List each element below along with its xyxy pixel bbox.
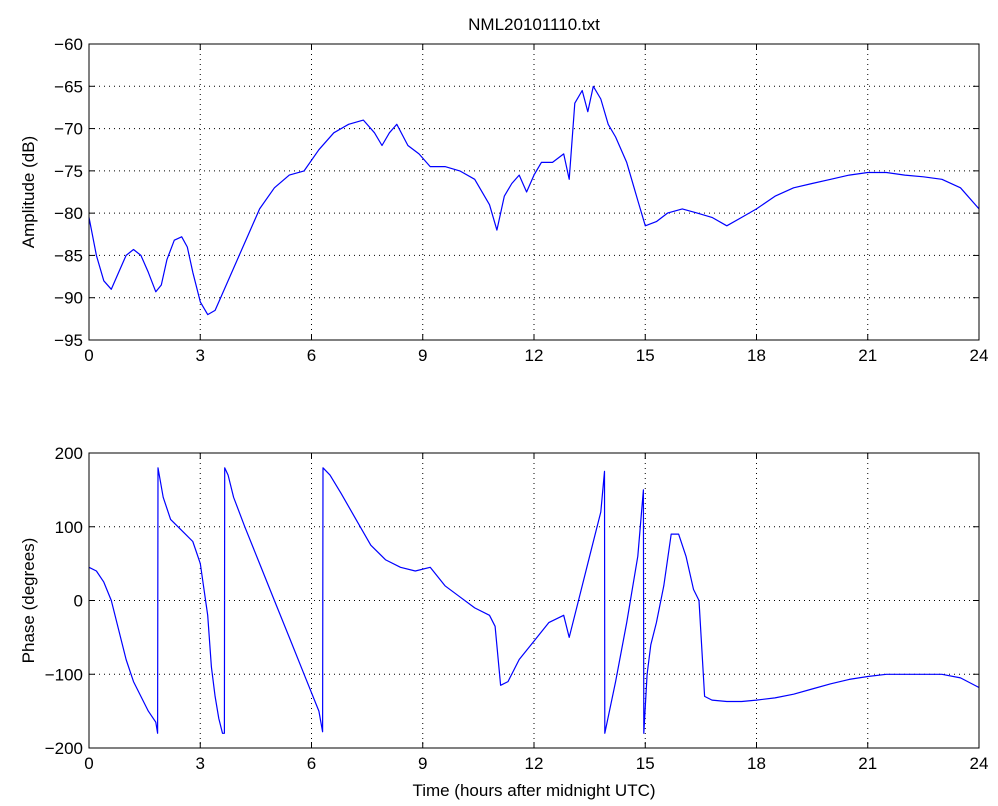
- x-tick-label: 3: [196, 754, 205, 773]
- y-axis-label: Phase (degrees): [19, 538, 38, 664]
- figure-title: NML20101110.txt: [468, 15, 600, 34]
- y-tick-label: −95: [54, 331, 83, 350]
- axes-panel-2: 0 3 6 9 12 15 18 21 24 −200 −100 0 100 200 Phase (degr…: [19, 444, 988, 773]
- x-tick-label: 12: [525, 346, 544, 365]
- x-tick-label: 18: [747, 754, 766, 773]
- x-tick-label: 15: [636, 754, 655, 773]
- plots-group: 0 3 6 9 12 15 18 21 24 −95 −90 −85 −80 −75 −70 −65 −60 Am…: [19, 35, 988, 773]
- x-tick-label: 21: [858, 754, 877, 773]
- x-tick-label: 18: [747, 346, 766, 365]
- x-tick-label: 24: [970, 346, 989, 365]
- series-line-1: [88, 85, 980, 316]
- x-tick-label: 9: [418, 754, 427, 773]
- y-tick-label: −75: [54, 162, 83, 181]
- x-tick-label: 6: [307, 346, 316, 365]
- y-tick-label: −65: [54, 77, 83, 96]
- x-tick-label: 3: [196, 346, 205, 365]
- y-tick-label: −70: [54, 120, 83, 139]
- x-tick-label: 15: [636, 346, 655, 365]
- y-tick-label: −100: [45, 665, 83, 684]
- y-tick-label: −80: [54, 204, 83, 223]
- y-tick-label: −90: [54, 289, 83, 308]
- y-tick-label: −85: [54, 246, 83, 265]
- axes-frame: [88, 452, 980, 749]
- y-tick-label: 200: [55, 444, 83, 463]
- x-tick-label: 24: [970, 754, 989, 773]
- y-tick-label: 100: [55, 518, 83, 537]
- y-tick-label: −200: [45, 739, 83, 758]
- figure-xlabel: Time (hours after midnight UTC): [412, 781, 655, 800]
- x-tick-label: 9: [418, 346, 427, 365]
- series-line-1: [88, 467, 980, 734]
- plot-area: [89, 44, 979, 340]
- x-tick-label: 21: [858, 346, 877, 365]
- x-tick-label: 0: [84, 346, 93, 365]
- x-tick-label: 0: [84, 754, 93, 773]
- axes-panel-1: 0 3 6 9 12 15 18 21 24 −95 −90 −85 −80 −75 −70 −65 −60 Am…: [19, 35, 988, 365]
- y-axis-label: Amplitude (dB): [19, 136, 38, 248]
- y-tick-label: 0: [74, 592, 83, 611]
- axes-frame: [88, 43, 980, 341]
- x-tick-label: 12: [525, 754, 544, 773]
- x-tick-label: 6: [307, 754, 316, 773]
- y-tick-label: −60: [54, 35, 83, 54]
